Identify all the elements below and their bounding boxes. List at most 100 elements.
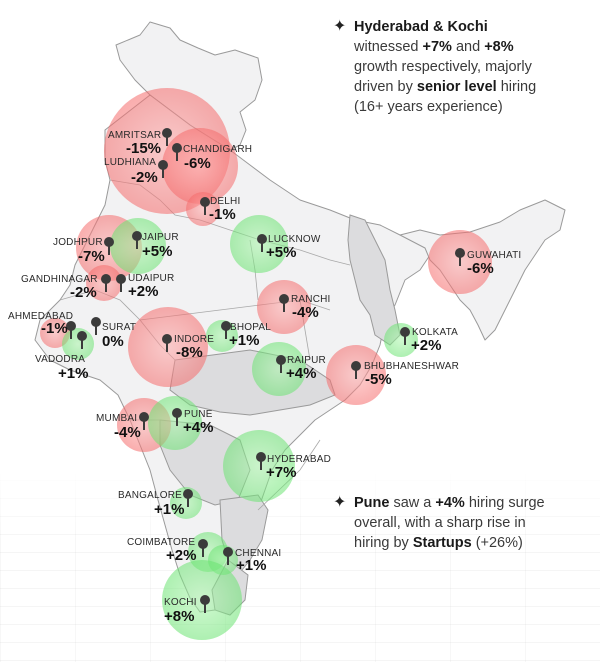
highlight-text: Pune — [354, 495, 390, 511]
text: overall, with a sharp rise in — [354, 515, 526, 531]
highlight-text: Startups — [412, 535, 472, 551]
highlight-value: +8% — [484, 39, 514, 55]
city-value-vadodra: +1% — [58, 365, 89, 382]
pin-icon — [223, 547, 233, 565]
city-value-ranchi: -4% — [292, 304, 319, 321]
city-name-guwahati: GUWAHATI — [467, 250, 522, 261]
city-value-raipur: +4% — [286, 365, 317, 382]
text: saw a — [389, 495, 436, 511]
city-name-raipur: RAIPUR — [287, 355, 326, 366]
city-value-gandhinagar: -2% — [70, 284, 97, 301]
city-value-lucknow: +5% — [266, 244, 297, 261]
city-name-delhi: DELHI — [210, 196, 241, 207]
text: (16+ years experience) — [354, 99, 503, 115]
highlight-value: +4% — [435, 495, 465, 511]
city-name-pune: PUNE — [184, 409, 213, 420]
city-value-jodhpur: -7% — [78, 248, 105, 265]
city-value-ludhiana: -2% — [131, 169, 158, 186]
city-name-ahmedabad: AHMEDABAD — [8, 311, 74, 322]
text: (+26%) — [471, 535, 523, 551]
text: and — [451, 39, 485, 55]
city-name-bhopal: BHOPAL — [230, 322, 272, 333]
highlight-value: +7% — [422, 39, 452, 55]
city-value-bhubaneshwar: -5% — [365, 371, 392, 388]
pin-icon — [221, 321, 231, 339]
text: hiring — [496, 79, 537, 95]
city-value-coimbatore: +2% — [166, 547, 197, 564]
city-name-hyderabad: HYDERABAD — [267, 454, 332, 465]
pin-icon — [132, 231, 142, 249]
city-value-surat: 0% — [102, 333, 124, 350]
city-value-mumbai: -4% — [114, 424, 141, 441]
city-name-gandhinagar: GANDHINAGAR — [21, 274, 98, 285]
pin-icon — [200, 197, 210, 215]
city-value-pune: +4% — [183, 419, 214, 436]
pin-icon — [158, 160, 168, 178]
callout-hyderabad-kochi: Hyderabad & Kochi witnessed +7% and +8% … — [354, 17, 594, 117]
city-name-bhubaneshwar: BHUBHANESHWAR — [364, 361, 460, 372]
pin-icon — [455, 248, 465, 266]
city-name-vadodra: VADODRA — [35, 354, 86, 365]
pin-icon — [104, 237, 114, 255]
text: hiring by — [354, 535, 413, 551]
city-name-surat: SURAT — [102, 322, 137, 333]
city-value-guwahati: -6% — [467, 260, 494, 277]
city-value-hyderabad: +7% — [266, 464, 297, 481]
city-value-chennai: +1% — [236, 557, 267, 574]
sparkle-icon: ✦ — [333, 494, 347, 511]
pin-icon — [279, 294, 289, 312]
city-value-chandigarh: -6% — [184, 155, 211, 172]
city-name-kolkata: KOLKATA — [412, 327, 459, 338]
city-name-ranchi: RANCHI — [291, 294, 331, 305]
city-name-lucknow: LUCKNOW — [268, 234, 321, 245]
pin-icon — [162, 334, 172, 352]
city-name-kochi: KOCHI — [164, 597, 197, 608]
pin-icon — [91, 317, 101, 335]
text: driven by — [354, 79, 417, 95]
city-name-udaipur: UDAIPUR — [128, 273, 175, 284]
text: hiring surge — [464, 495, 545, 511]
city-name-jaipur: JAIPUR — [142, 232, 179, 243]
pin-icon — [77, 331, 87, 349]
city-value-amritsar: -15% — [126, 140, 162, 157]
city-value-udaipur: +2% — [128, 283, 159, 300]
city-name-indore: INDORE — [174, 334, 215, 345]
city-value-bhopal: +1% — [229, 332, 260, 349]
pin-icon — [66, 321, 76, 339]
pin-icon — [198, 539, 208, 557]
city-name-amritsar: AMRITSAR — [108, 130, 162, 141]
pin-icon — [101, 274, 111, 292]
pin-icon — [200, 595, 210, 613]
pin-icon — [172, 143, 182, 161]
floor-grid-background — [0, 462, 600, 662]
city-value-kolkata: +2% — [411, 337, 442, 354]
callout-title: Hyderabad & Kochi — [354, 19, 488, 35]
city-name-jodhpur: JODHPUR — [53, 237, 103, 248]
text: growth respectively, majorly — [354, 59, 532, 75]
pin-icon — [400, 327, 410, 345]
city-name-chandigarh: CHANDIGARH — [183, 144, 253, 155]
city-name-coimbatore: COIMBATORE — [127, 537, 196, 548]
city-value-jaipur: +5% — [142, 243, 173, 260]
city-value-kochi: +8% — [164, 608, 195, 625]
pin-icon — [351, 361, 361, 379]
city-value-delhi: -1% — [209, 206, 236, 223]
pin-icon — [256, 452, 266, 470]
city-name-mumbai: MUMBAI — [96, 413, 138, 424]
pin-icon — [172, 408, 182, 426]
callout-pune: Pune saw a +4% hiring surge overall, wit… — [354, 493, 594, 553]
city-name-ludhiana: LUDHIANA — [104, 157, 157, 168]
sparkle-icon: ✦ — [333, 18, 347, 35]
city-name-chennai: CHENNAI — [235, 548, 282, 559]
pin-icon — [276, 355, 286, 373]
pin-icon — [257, 234, 267, 252]
pin-icon — [183, 489, 193, 507]
city-value-ahmedabad: -1% — [41, 320, 68, 337]
city-name-bangalore: BANGALORE — [118, 490, 183, 501]
pin-icon — [116, 274, 126, 292]
city-value-bangalore: +1% — [154, 501, 185, 518]
city-value-indore: -8% — [176, 344, 203, 361]
pin-icon — [162, 128, 172, 146]
pin-icon — [139, 412, 149, 430]
text: witnessed — [354, 39, 423, 55]
